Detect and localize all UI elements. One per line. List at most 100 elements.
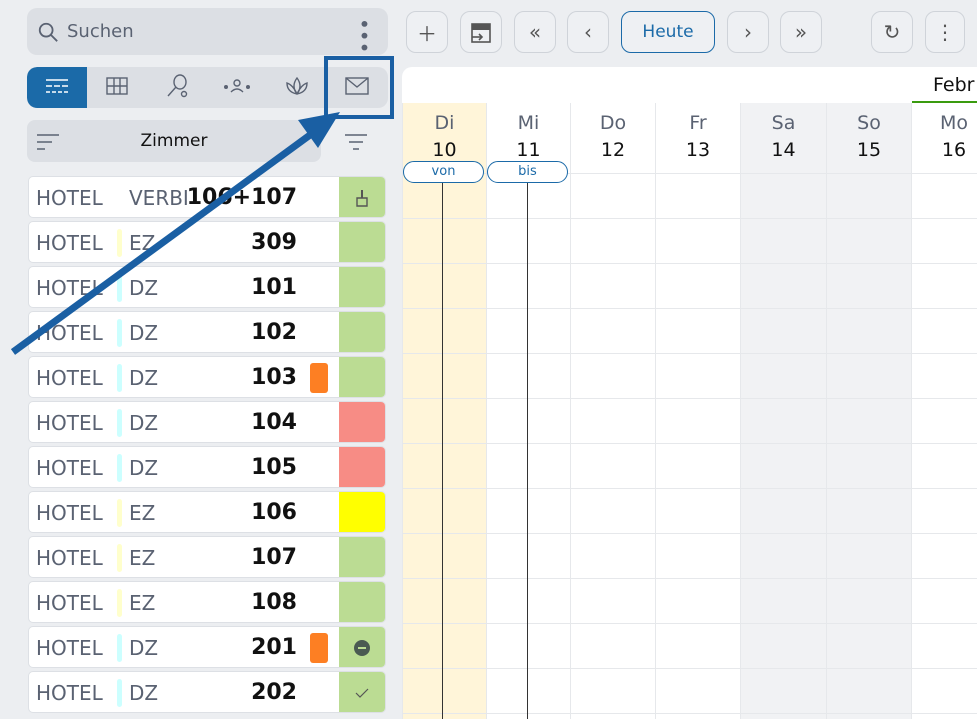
- day-column[interactable]: Di 10: [402, 103, 486, 719]
- room-number: 105: [251, 455, 297, 480]
- next-fast-button[interactable]: »: [780, 11, 822, 53]
- view-tab-group[interactable]: [207, 67, 267, 108]
- view-tab-grid[interactable]: [87, 67, 147, 108]
- property-label: HOTEL: [36, 591, 103, 615]
- grid-line: [402, 533, 977, 534]
- day-name: Sa: [771, 112, 796, 134]
- room-row[interactable]: HOTEL DZ 201: [28, 626, 386, 668]
- room-number: 309: [251, 230, 297, 255]
- room-row[interactable]: HOTEL EZ 108: [28, 581, 386, 623]
- search-icon: [38, 22, 58, 42]
- view-tab-mail[interactable]: [327, 67, 387, 108]
- room-number: 107: [251, 545, 297, 570]
- room-status[interactable]: [339, 177, 385, 217]
- room-status[interactable]: [339, 312, 385, 352]
- more-button[interactable]: ⋮: [925, 11, 965, 53]
- broom-icon: [356, 190, 368, 207]
- day-column[interactable]: Mi 11: [486, 103, 570, 719]
- room-row[interactable]: HOTEL DZ 103: [28, 356, 386, 398]
- previous-button[interactable]: ‹: [567, 11, 609, 53]
- room-status[interactable]: [339, 402, 385, 442]
- room-row[interactable]: HOTEL DZ 105: [28, 446, 386, 488]
- day-name: Mo: [939, 112, 969, 134]
- room-type: DZ: [129, 411, 159, 435]
- day-number: 10: [432, 139, 457, 161]
- room-row[interactable]: HOTEL DZ 202: [28, 671, 386, 713]
- day-column[interactable]: Mo 16: [911, 103, 977, 719]
- room-row[interactable]: HOTEL DZ 104: [28, 401, 386, 443]
- today-button[interactable]: Heute: [621, 11, 715, 53]
- range-line: [527, 183, 528, 719]
- search-placeholder: Suchen: [67, 21, 134, 42]
- day-column[interactable]: Do 12: [570, 103, 655, 719]
- room-number: 103: [251, 365, 297, 390]
- day-column[interactable]: Sa 14: [740, 103, 826, 719]
- room-type-color: [117, 319, 122, 347]
- property-label: HOTEL: [36, 546, 103, 570]
- room-type: DZ: [129, 276, 159, 300]
- sort-selector[interactable]: Zimmer: [27, 120, 321, 162]
- view-tab-racket[interactable]: [147, 67, 207, 108]
- room-status[interactable]: [339, 672, 385, 712]
- grid-line: [402, 353, 977, 354]
- room-number: 101: [251, 275, 297, 300]
- room-status[interactable]: [339, 537, 385, 577]
- sort-icon[interactable]: [37, 133, 61, 151]
- room-row[interactable]: HOTEL EZ 106: [28, 491, 386, 533]
- room-status[interactable]: [339, 627, 385, 667]
- previous-fast-button[interactable]: «: [514, 11, 556, 53]
- room-type-color: [117, 274, 122, 302]
- room-row[interactable]: HOTEL VERBI 106+107: [28, 176, 386, 218]
- search-input[interactable]: Suchen •••: [27, 8, 388, 55]
- day-name: Mi: [517, 112, 540, 134]
- calendar-jump-button[interactable]: [460, 11, 502, 53]
- property-label: HOTEL: [36, 456, 103, 480]
- room-status[interactable]: [339, 267, 385, 307]
- room-row[interactable]: HOTEL EZ 309: [28, 221, 386, 263]
- grid-line: [402, 173, 977, 174]
- room-type: EZ: [129, 546, 156, 570]
- room-status[interactable]: [339, 492, 385, 532]
- room-number: 106+107: [186, 185, 297, 210]
- room-type-color: [117, 229, 122, 257]
- grid-line: [402, 398, 977, 399]
- property-label: HOTEL: [36, 411, 103, 435]
- day-number: 14: [771, 139, 796, 161]
- filter-icon[interactable]: [345, 133, 367, 151]
- room-type-color: [117, 544, 122, 572]
- day-column[interactable]: Fr 13: [655, 103, 740, 719]
- add-button[interactable]: ＋: [406, 11, 448, 53]
- range-line: [442, 183, 443, 719]
- room-type: EZ: [129, 591, 156, 615]
- grid-line: [402, 263, 977, 264]
- more-options-icon[interactable]: •••: [352, 18, 376, 54]
- flag-marker: [310, 633, 328, 663]
- room-type: DZ: [129, 366, 159, 390]
- room-type: DZ: [129, 456, 159, 480]
- room-status[interactable]: [339, 222, 385, 262]
- room-type-color: [117, 679, 122, 707]
- view-tabs: [27, 67, 388, 108]
- room-row[interactable]: HOTEL EZ 107: [28, 536, 386, 578]
- group-icon: [222, 78, 252, 98]
- property-label: HOTEL: [36, 366, 103, 390]
- from-marker[interactable]: von: [403, 161, 484, 183]
- room-type-color: [117, 364, 122, 392]
- room-row[interactable]: HOTEL DZ 102: [28, 311, 386, 353]
- day-number: 15: [856, 139, 882, 161]
- view-tab-lotus[interactable]: [267, 67, 327, 108]
- grid-line: [402, 218, 977, 219]
- day-column[interactable]: So 15: [826, 103, 911, 719]
- room-status[interactable]: [339, 447, 385, 487]
- view-tab-list[interactable]: [27, 67, 87, 108]
- property-label: HOTEL: [36, 501, 103, 525]
- refresh-button[interactable]: ↻: [871, 11, 913, 53]
- lotus-icon: [285, 76, 309, 100]
- room-row[interactable]: HOTEL DZ 101: [28, 266, 386, 308]
- room-type: EZ: [129, 231, 156, 255]
- room-status[interactable]: [339, 357, 385, 397]
- next-button[interactable]: ›: [727, 11, 769, 53]
- room-status[interactable]: [339, 582, 385, 622]
- grid-line: [402, 578, 977, 579]
- to-marker[interactable]: bis: [487, 161, 568, 183]
